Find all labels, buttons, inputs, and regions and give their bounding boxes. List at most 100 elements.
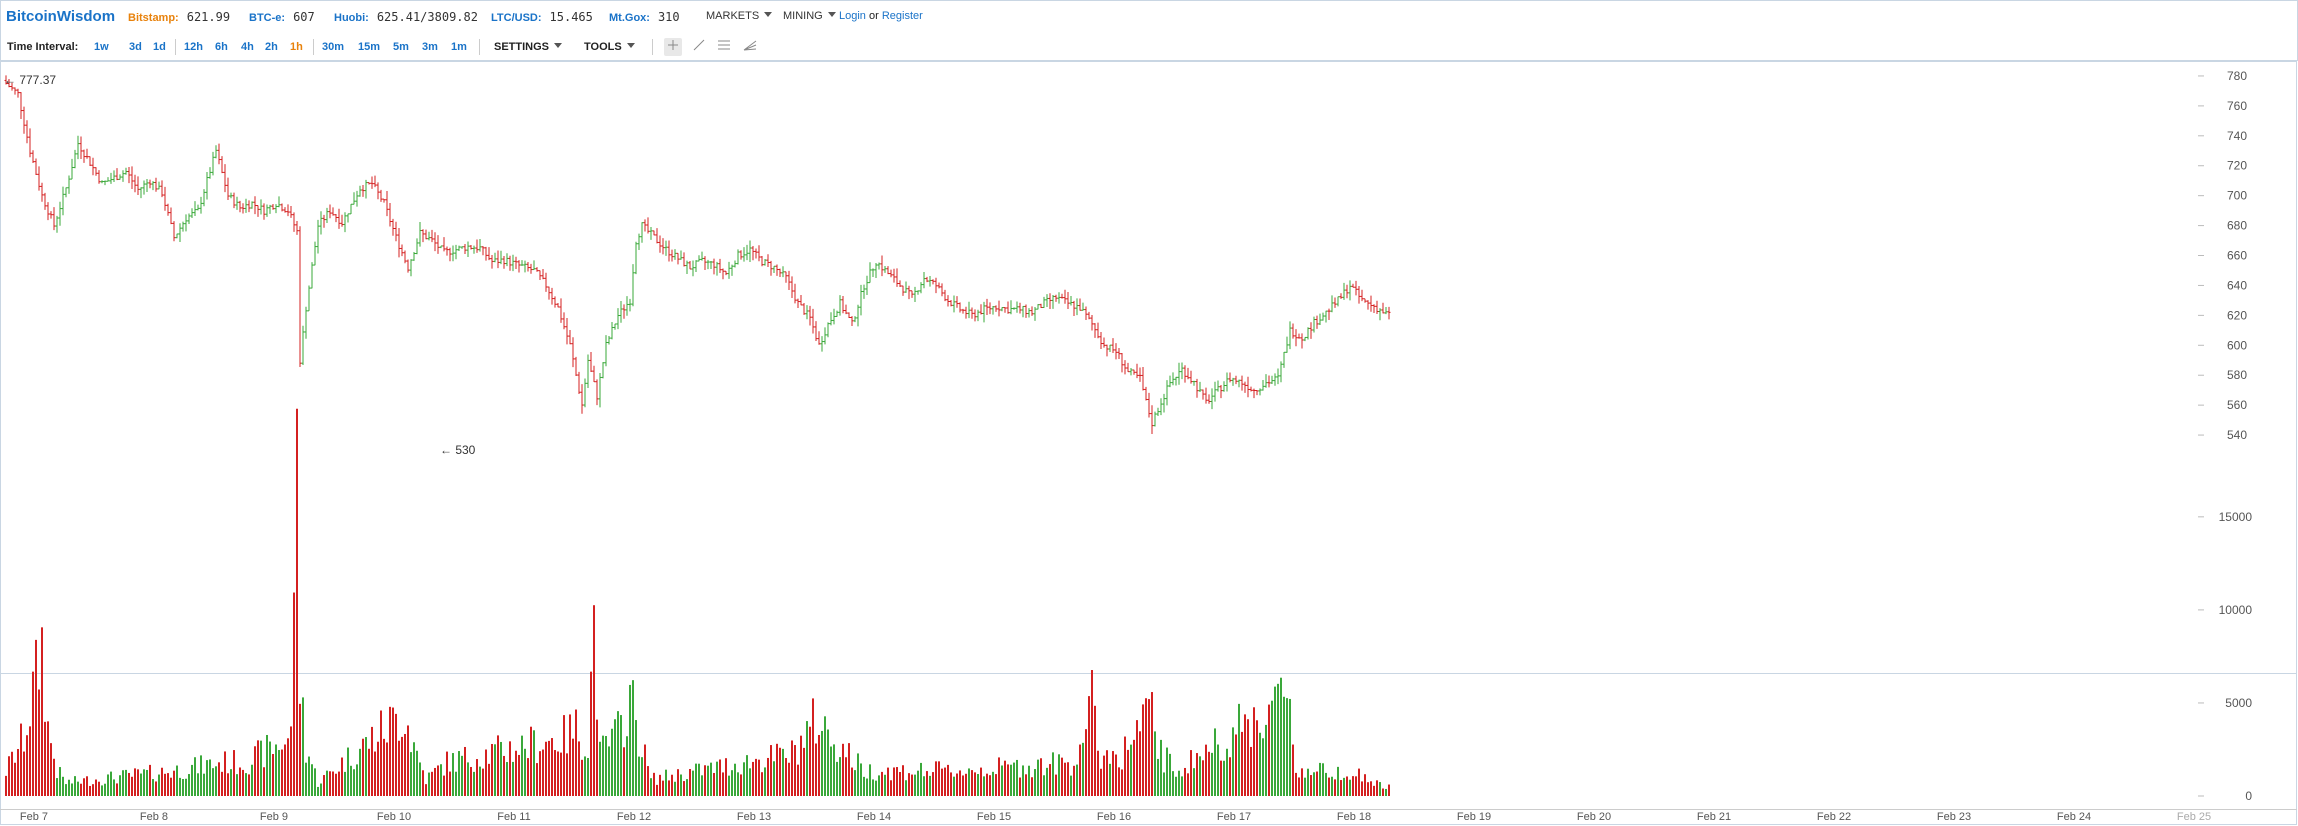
volume-bar bbox=[353, 769, 355, 796]
volume-axis: 0 5000 10000 15000 bbox=[2198, 510, 2252, 803]
volume-bar bbox=[1349, 779, 1351, 796]
volume-bar bbox=[404, 733, 406, 796]
volume-bar bbox=[521, 735, 523, 796]
ticker-value: 15.465 bbox=[549, 10, 593, 24]
tools-menu[interactable]: TOOLS bbox=[584, 41, 635, 53]
volume-bar bbox=[1040, 758, 1042, 796]
horizontal-lines-icon[interactable] bbox=[715, 38, 733, 56]
interval-12h[interactable]: 12h bbox=[184, 41, 203, 53]
login-link[interactable]: Login bbox=[839, 10, 866, 22]
ticker-mtgox[interactable]: Mt.Gox: 310 bbox=[609, 10, 680, 24]
volume-bar bbox=[14, 762, 16, 796]
interval-3d[interactable]: 3d bbox=[129, 41, 142, 53]
volume-bar bbox=[29, 726, 31, 796]
volume-bar bbox=[674, 781, 676, 796]
volume-bar bbox=[1277, 683, 1279, 796]
time-tick-label: Feb 18 bbox=[1337, 811, 1371, 823]
ticker-btce[interactable]: BTC-e: 607 bbox=[249, 10, 315, 24]
volume-bar bbox=[515, 750, 517, 796]
line-tool-icon[interactable] bbox=[690, 38, 708, 56]
volume-bar bbox=[1385, 788, 1387, 796]
volume-bar bbox=[752, 761, 754, 796]
time-tick-label: Feb 14 bbox=[857, 811, 891, 823]
volume-bar bbox=[365, 737, 367, 796]
volume-bar bbox=[1325, 772, 1327, 796]
volume-bar bbox=[782, 748, 784, 796]
volume-bar bbox=[401, 736, 403, 796]
volume-bar bbox=[161, 767, 163, 796]
interval-1m[interactable]: 1m bbox=[451, 41, 467, 53]
volume-bar bbox=[371, 726, 373, 796]
interval-1d[interactable]: 1d bbox=[153, 41, 166, 53]
volume-bar bbox=[389, 706, 391, 796]
volume-bar bbox=[806, 721, 808, 796]
volume-bar bbox=[686, 779, 688, 796]
interval-1w[interactable]: 1w bbox=[94, 41, 109, 53]
volume-bar bbox=[1088, 696, 1090, 796]
interval-15m[interactable]: 15m bbox=[358, 41, 381, 53]
interval-1h[interactable]: 1h bbox=[290, 41, 303, 53]
ticker-ltcusd[interactable]: LTC/USD: 15.465 bbox=[491, 10, 593, 24]
mining-menu[interactable]: MINING bbox=[783, 10, 836, 22]
volume-bar bbox=[737, 772, 739, 796]
brand-logo[interactable]: BitcoinWisdom bbox=[6, 8, 116, 25]
volume-bar bbox=[122, 770, 124, 796]
volume-bar bbox=[1196, 753, 1198, 796]
volume-tick-label: 5000 bbox=[2225, 696, 2252, 710]
markets-menu[interactable]: MARKETS bbox=[706, 10, 773, 22]
volume-bar bbox=[1247, 719, 1249, 796]
volume-bar bbox=[596, 719, 598, 796]
volume-bar bbox=[830, 746, 832, 796]
interval-30m[interactable]: 30m bbox=[322, 41, 345, 53]
volume-bar bbox=[701, 775, 703, 796]
settings-menu[interactable]: SETTINGS bbox=[494, 41, 563, 53]
volume-bar bbox=[341, 757, 343, 796]
price-chart[interactable]: 540560580600620640660680700720740760780 … bbox=[0, 61, 2298, 826]
volume-bar bbox=[116, 783, 118, 796]
fan-tool-icon[interactable] bbox=[741, 38, 759, 56]
volume-bar bbox=[506, 762, 508, 796]
volume-bar bbox=[1274, 686, 1276, 796]
time-tick-label: Feb 8 bbox=[140, 811, 168, 823]
ticker-label: LTC/USD: bbox=[491, 12, 542, 24]
volume-bar bbox=[992, 771, 994, 796]
volume-bar bbox=[977, 774, 979, 796]
volume-bar bbox=[500, 741, 502, 796]
volume-bar bbox=[1208, 751, 1210, 796]
crosshair-icon[interactable] bbox=[664, 38, 682, 56]
volume-bar bbox=[1025, 774, 1027, 796]
volume-bar bbox=[326, 770, 328, 796]
volume-bar bbox=[602, 735, 604, 796]
ticker-huobi[interactable]: Huobi: 625.41/3809.82 bbox=[334, 10, 478, 24]
volume-bar bbox=[1127, 749, 1129, 796]
volume-bar bbox=[392, 707, 394, 796]
interval-3m[interactable]: 3m bbox=[422, 41, 438, 53]
volume-bar bbox=[1241, 731, 1243, 796]
volume-bar bbox=[989, 775, 991, 796]
register-link[interactable]: Register bbox=[881, 10, 923, 22]
interval-2h[interactable]: 2h bbox=[265, 41, 278, 53]
markets-menu-label: MARKETS bbox=[706, 10, 760, 22]
volume-bar bbox=[668, 780, 670, 796]
volume-bar bbox=[1094, 705, 1096, 796]
volume-bar bbox=[128, 772, 130, 796]
volume-bar bbox=[470, 766, 472, 796]
time-tick-label: Feb 15 bbox=[977, 811, 1011, 823]
volume-bar bbox=[1055, 774, 1057, 796]
ticker-bitstamp[interactable]: Bitstamp: 621.99 bbox=[128, 10, 230, 24]
volume-bar bbox=[278, 750, 280, 796]
interval-5m[interactable]: 5m bbox=[393, 41, 409, 53]
volume-bar bbox=[1169, 753, 1171, 796]
interval-6h[interactable]: 6h bbox=[215, 41, 228, 53]
volume-bar bbox=[62, 776, 64, 796]
volume-bar bbox=[980, 767, 982, 796]
volume-bar bbox=[812, 698, 814, 796]
volume-bar bbox=[215, 766, 217, 796]
volume-bar bbox=[101, 785, 103, 796]
volume-bar bbox=[11, 751, 13, 796]
volume-bar bbox=[1079, 744, 1081, 796]
volume-bar bbox=[113, 779, 115, 796]
interval-4h[interactable]: 4h bbox=[241, 41, 254, 53]
volume-bar bbox=[1343, 777, 1345, 796]
volume-bar bbox=[1319, 762, 1321, 796]
